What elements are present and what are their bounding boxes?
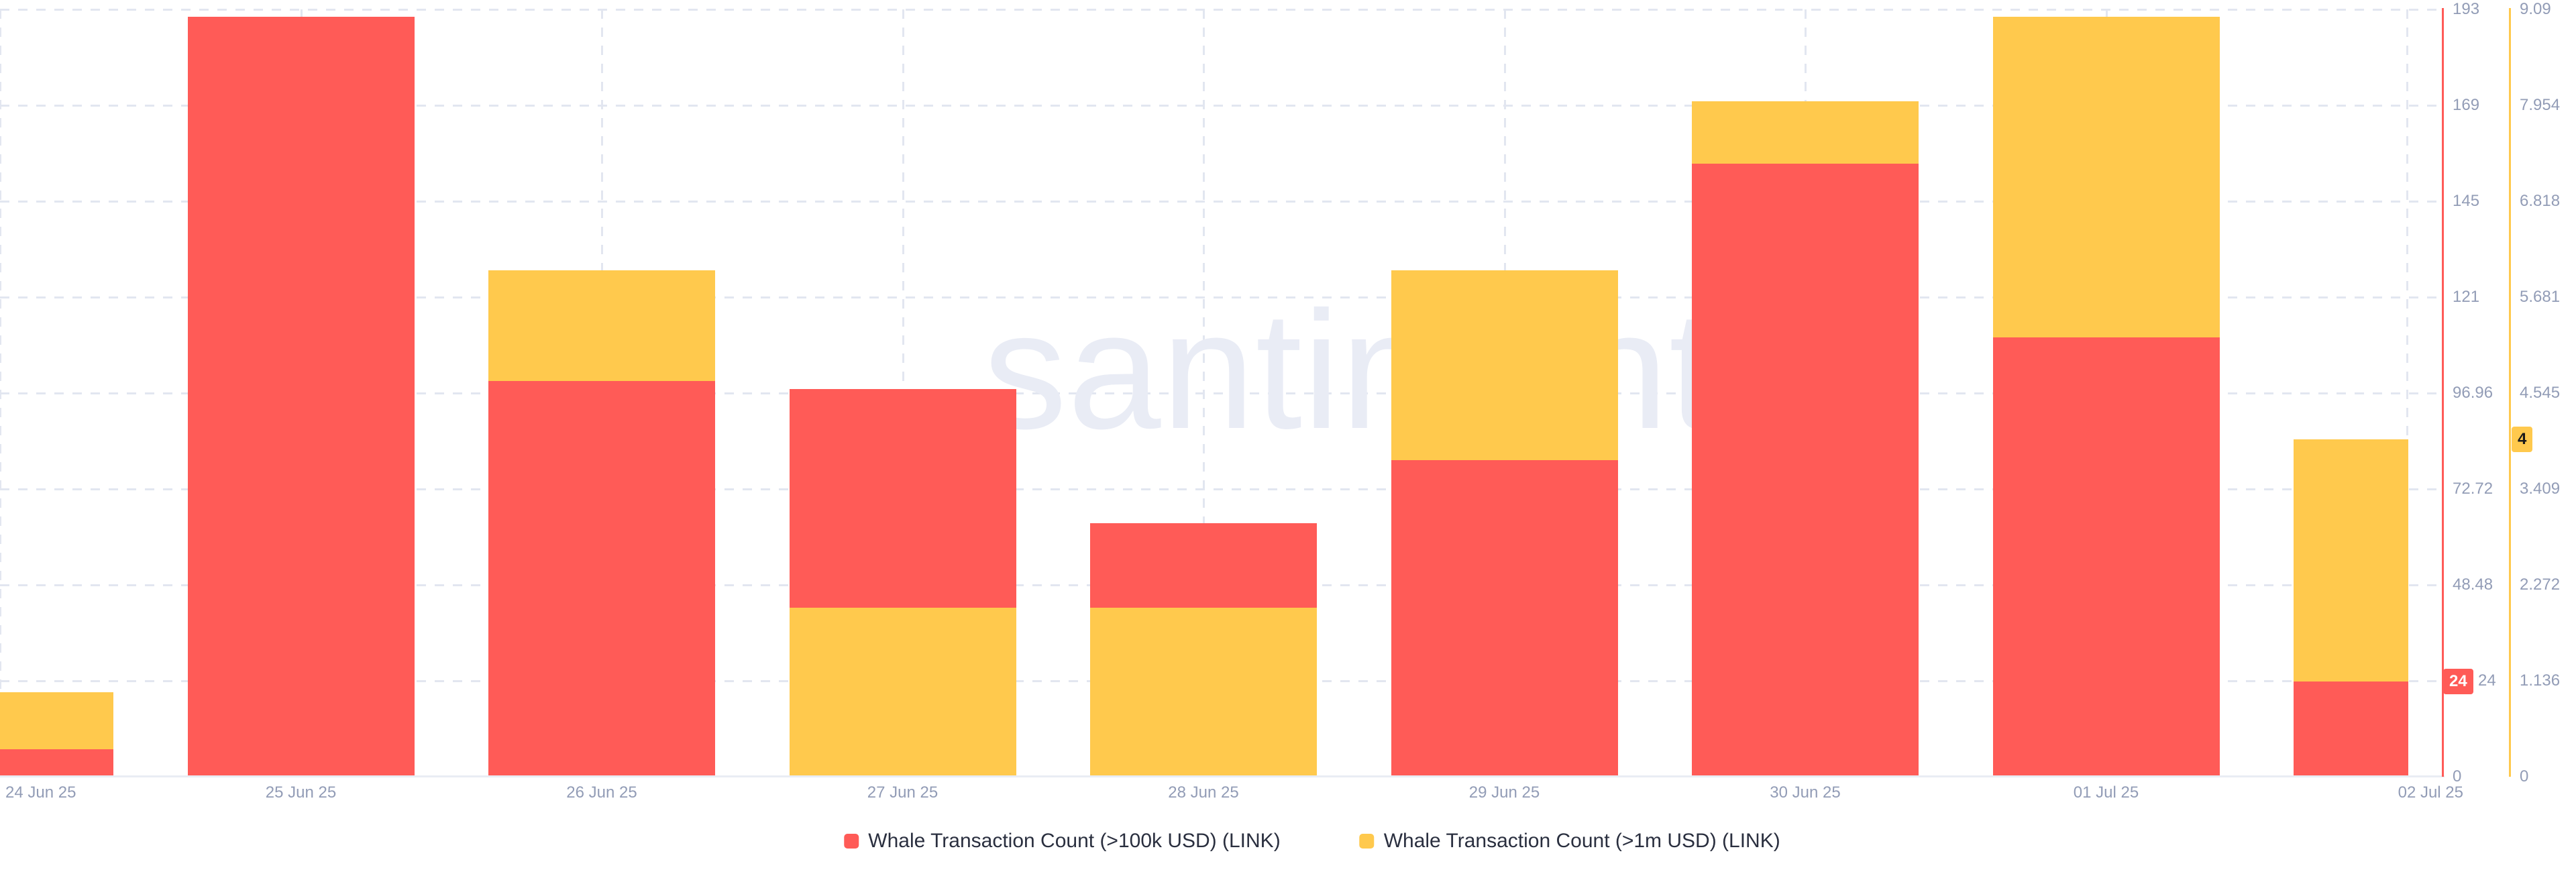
horizontal-gridline [0, 488, 2445, 490]
yellow-axis-tick-label: 4.545 [2520, 384, 2561, 402]
yellow-axis-tick-label: 6.818 [2520, 192, 2561, 210]
x-axis-date-label: 29 Jun 25 [1468, 783, 1540, 802]
x-axis-date-label: 30 Jun 25 [1770, 783, 1841, 802]
red-axis-tick-label: 121 [2453, 288, 2480, 306]
x-axis-date-label: 26 Jun 25 [566, 783, 637, 802]
x-axis-date-label: 02 Jul 25 [2398, 783, 2463, 802]
x-axis-date-label: 27 Jun 25 [867, 783, 938, 802]
vertical-gridline [0, 9, 1, 777]
bar-red-24-Jun-25[interactable] [0, 749, 113, 777]
x-axis-date-label: 28 Jun 25 [1168, 783, 1239, 802]
red-axis-tick-label: 24 [2478, 671, 2496, 690]
red-axis-tick-label: 0 [2453, 767, 2462, 785]
legend-item-whale-1m[interactable]: Whale Transaction Count (>1m USD) (LINK) [1359, 830, 1780, 853]
yellow-axis-tick-label: 1.136 [2520, 671, 2561, 690]
red-axis-tick-label: 96.96 [2453, 384, 2493, 402]
bar-yellow-28-Jun-25[interactable] [1090, 608, 1317, 777]
yellow-axis-tick-label: 0 [2520, 767, 2529, 785]
red-axis-tick-label: 48.48 [2453, 576, 2493, 594]
bars-layer [0, 17, 2408, 777]
horizontal-gridline [0, 201, 2445, 203]
red-axis-tick-label: 72.72 [2453, 480, 2493, 498]
yellow-axis-tick-label: 3.409 [2520, 480, 2561, 498]
yellow-axis-tick-label: 2.272 [2520, 576, 2561, 594]
red-axis-tick-label: 193 [2453, 0, 2480, 18]
legend-label-whale-100k: Whale Transaction Count (>100k USD) (LIN… [868, 830, 1281, 852]
yellow-axis-tick-label: 7.954 [2520, 96, 2561, 114]
legend-item-whale-100k[interactable]: Whale Transaction Count (>100k USD) (LIN… [844, 830, 1281, 853]
legend: Whale Transaction Count (>100k USD) (LIN… [844, 830, 1780, 853]
legend-label-whale-1m: Whale Transaction Count (>1m USD) (LINK) [1383, 830, 1780, 852]
red-axis-tick-label: 169 [2453, 96, 2480, 114]
yellow-y-axis-line [2509, 8, 2511, 777]
x-axis-date-label: 25 Jun 25 [265, 783, 337, 802]
horizontal-gridline [0, 105, 2445, 107]
x-axis-date-label: 24 Jun 25 [5, 783, 76, 802]
red-axis-tick-label: 145 [2453, 192, 2480, 210]
x-axis-line [0, 775, 2445, 777]
yellow-axis-tick-label: 5.681 [2520, 288, 2561, 306]
bar-red-29-Jun-25[interactable] [1391, 460, 1618, 777]
bar-red-25-Jun-25[interactable] [187, 17, 415, 777]
bar-red-01-Jul-25[interactable] [1992, 337, 2220, 777]
bar-red-26-Jun-25[interactable] [488, 381, 715, 777]
vertical-gridline [2406, 9, 2408, 777]
horizontal-gridline [0, 9, 2445, 11]
legend-swatch-red [844, 834, 859, 849]
vertical-gridline [1203, 9, 1205, 777]
bar-red-30-Jun-25[interactable] [1692, 163, 1919, 777]
horizontal-gridline [0, 296, 2445, 298]
red-axis-current-value-badge: 24 [2443, 669, 2473, 695]
red-y-axis-line [2442, 8, 2444, 777]
yellow-axis-tick-label: 9.09 [2520, 0, 2551, 18]
yellow-axis-current-value-badge: 4 [2512, 426, 2533, 452]
legend-swatch-yellow [1359, 834, 1375, 849]
x-axis-date-label: 01 Jul 25 [2073, 783, 2139, 802]
bar-yellow-27-Jun-25[interactable] [789, 608, 1016, 777]
bar-red-02-Jul-25[interactable] [2294, 682, 2408, 777]
horizontal-gridline [0, 392, 2445, 394]
